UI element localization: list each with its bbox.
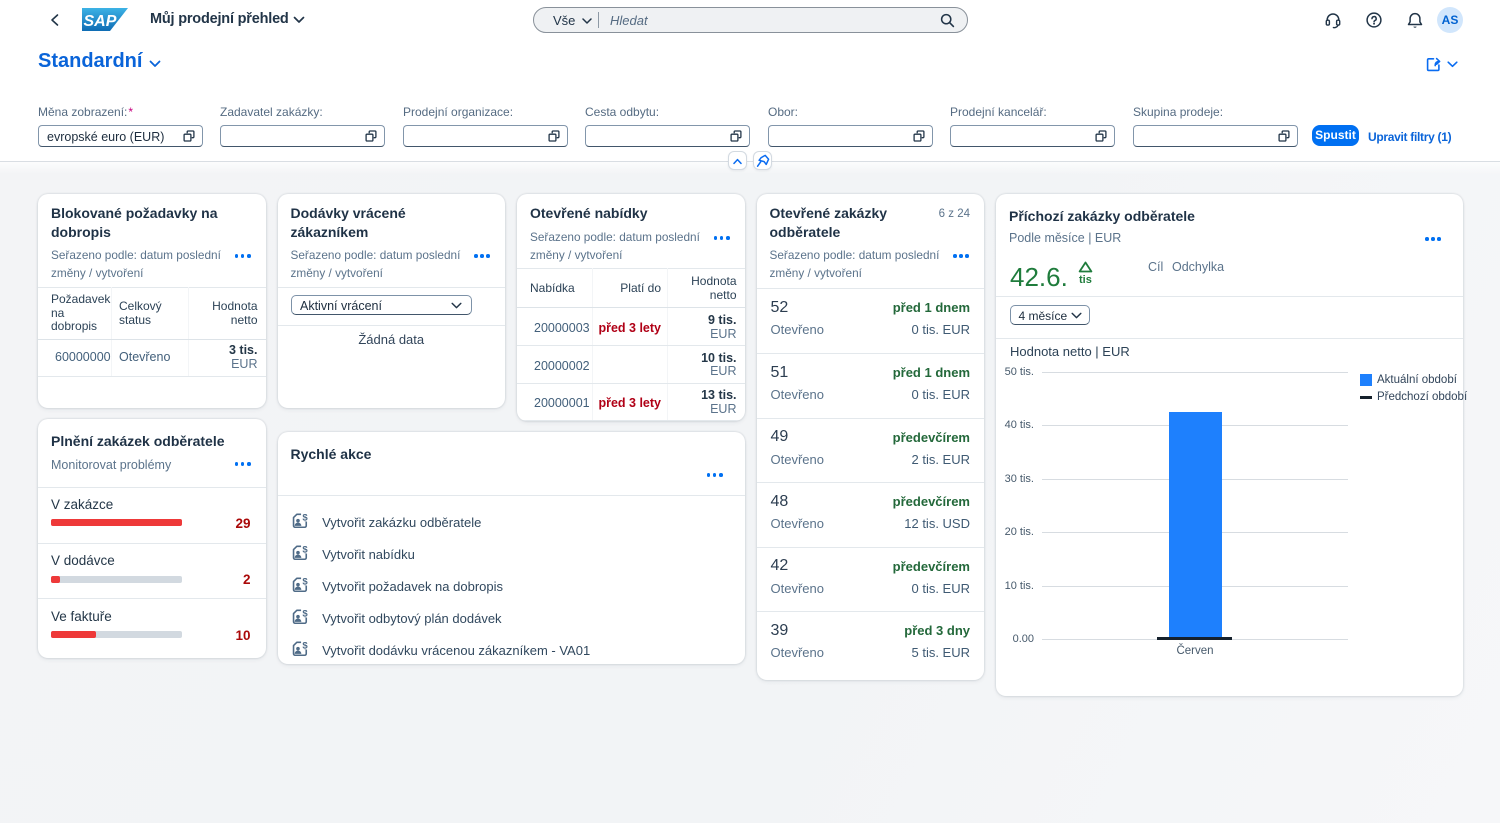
svg-text:$: $ — [302, 640, 308, 651]
svg-text:$: $ — [302, 576, 308, 587]
svg-text:SAP: SAP — [84, 13, 117, 30]
svg-text:$: $ — [302, 544, 308, 555]
svg-text:$: $ — [302, 608, 308, 619]
svg-text:$: $ — [302, 512, 308, 523]
